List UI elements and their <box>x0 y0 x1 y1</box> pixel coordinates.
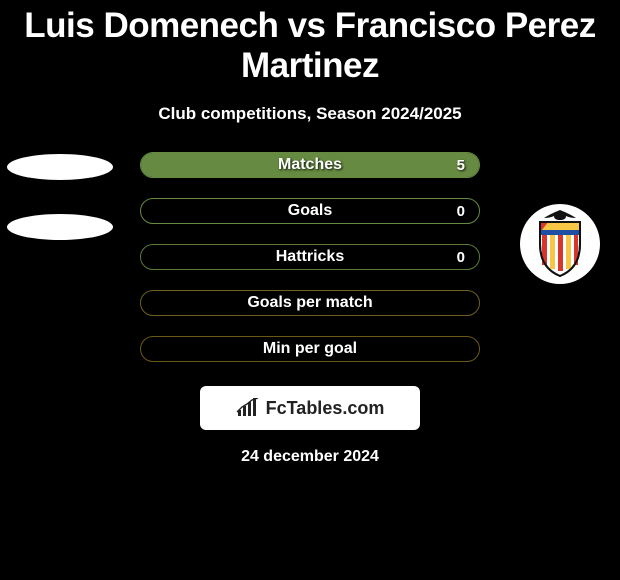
comparison-row: Matches 5 Goals 0 Hattricks 0 Goals per … <box>0 152 620 362</box>
stat-label-matches: Matches <box>278 156 342 174</box>
date-line: 24 december 2024 <box>241 448 379 466</box>
stat-label-min-per-goal: Min per goal <box>263 340 357 358</box>
page-title: Luis Domenech vs Francisco Perez Martine… <box>0 6 620 86</box>
stat-label-goals: Goals <box>288 202 332 220</box>
valencia-crest-icon <box>520 204 600 284</box>
stat-value-hattricks: 0 <box>457 249 465 266</box>
stat-label-goals-per-match: Goals per match <box>247 294 372 312</box>
right-player-column <box>500 152 620 284</box>
player1-club-placeholder-icon <box>7 214 113 240</box>
player1-placeholder-icon <box>7 154 113 180</box>
stats-column: Matches 5 Goals 0 Hattricks 0 Goals per … <box>140 152 480 362</box>
stat-value-matches: 5 <box>457 157 465 174</box>
page-subtitle: Club competitions, Season 2024/2025 <box>158 104 461 124</box>
stat-bar-goals: Goals 0 <box>140 198 480 224</box>
stat-bar-goals-per-match: Goals per match <box>140 290 480 316</box>
stat-bar-matches: Matches 5 <box>140 152 480 178</box>
left-player-column <box>0 152 120 240</box>
root: Luis Domenech vs Francisco Perez Martine… <box>0 0 620 466</box>
brand-text: FcTables.com <box>266 398 385 419</box>
stat-label-hattricks: Hattricks <box>276 248 344 266</box>
brand-badge[interactable]: FcTables.com <box>200 386 420 430</box>
stat-bar-hattricks: Hattricks 0 <box>140 244 480 270</box>
bar-chart-icon <box>236 398 260 418</box>
stat-bar-min-per-goal: Min per goal <box>140 336 480 362</box>
stat-value-goals: 0 <box>457 203 465 220</box>
